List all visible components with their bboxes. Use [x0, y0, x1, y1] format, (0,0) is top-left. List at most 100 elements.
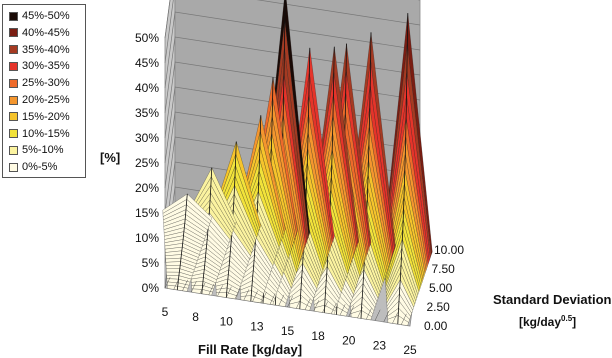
y-tick-label: 0.00: [424, 319, 448, 333]
x-tick-label: 20: [342, 334, 356, 348]
legend-swatch: [9, 112, 18, 122]
floor-hatch-line: [374, 309, 381, 321]
x-axis-label: Fill Rate [kg/day]: [198, 342, 302, 357]
ridge-crest: [201, 167, 213, 294]
floor-hatch-line: [296, 297, 302, 309]
floor-hatch-line: [164, 277, 171, 289]
y-axis-label-close: ]: [572, 315, 576, 329]
floor-hatch-line: [234, 287, 241, 299]
legend-label: 20%-25%: [22, 94, 70, 106]
y-axis-label-line2: [kg/day0.5]: [519, 314, 576, 329]
x-tick-label: 25: [403, 343, 417, 357]
floor-hatch-line: [261, 292, 267, 304]
legend-label: 15%-20%: [22, 110, 70, 123]
ridge-crest: [225, 141, 237, 298]
x-tick-label: 15: [281, 324, 295, 338]
z-tick-label: 20%: [135, 181, 159, 195]
legend-label: 45%-50%: [22, 10, 70, 22]
floor-hatch-line: [357, 306, 363, 318]
x-tick-label: 23: [373, 338, 387, 352]
x-tick-label: 10: [220, 315, 234, 329]
legend-swatch: [9, 162, 18, 172]
floor-hatch-line: [278, 294, 285, 306]
x-tick-label: 13: [250, 319, 264, 333]
floor-hatch-line: [191, 281, 197, 293]
legend-swatch: [9, 95, 18, 105]
y-axis-label-line1: Standard Deviation: [493, 292, 612, 307]
legend-item: 15%-20%: [9, 110, 70, 124]
z-tick-label: 35%: [135, 106, 159, 120]
legend-label: 5%-10%: [22, 144, 64, 157]
z-tick-label: 5%: [142, 256, 160, 270]
legend-label: 0%-5%: [22, 161, 58, 174]
legend-item: 40%-45%: [9, 26, 70, 40]
z-gridline: [164, 11, 421, 89]
x-tick-label: 18: [311, 329, 325, 343]
y-axis-ticks: 0.00 2.50 5.00 7.50 10.00: [424, 243, 464, 333]
chart-surface: [162, 0, 433, 326]
legend-swatch: [9, 45, 18, 55]
legend-item: 45%-50%: [9, 9, 70, 23]
z-axis-label: [%]: [100, 150, 120, 165]
z-tick-label: 15%: [135, 206, 159, 220]
legend-label: 30%-35%: [22, 60, 70, 73]
legend-item: 25%-30%: [9, 76, 70, 90]
floor-hatch-line: [243, 289, 250, 301]
legend-item: 35%-40%: [9, 43, 70, 57]
z-axis-ticks: 0% 5% 10% 15% 20% 25% 30% 35% 40% 45% 50%: [135, 31, 159, 295]
floor-hatch-line: [252, 290, 258, 302]
y-axis-label-unit: [kg/day: [519, 315, 561, 329]
floor-hatch-line: [366, 308, 372, 320]
x-axis-ticks: 5 8 10 13 15 18 20 23 25: [162, 305, 417, 357]
chart-floor-hatch: [164, 277, 407, 325]
legend-item: 20%-25%: [9, 93, 70, 107]
floor-hatch-line: [217, 285, 223, 297]
floor-hatch-line: [322, 301, 328, 313]
ridge-crest: [397, 13, 409, 325]
floor-hatch-line: [199, 282, 206, 294]
floor-hatch-line: [269, 293, 276, 305]
legend-swatch: [9, 28, 18, 38]
z-tick-label: 10%: [135, 231, 159, 245]
z-tick-label: 40%: [135, 81, 159, 95]
y-tick-label: 2.50: [427, 300, 451, 314]
floor-hatch-line: [182, 279, 188, 291]
legend-item: 10%-15%: [9, 127, 70, 141]
floor-hatch-line: [383, 311, 390, 323]
legend-item: 5%-10%: [9, 143, 64, 157]
z-tick-label: 30%: [135, 131, 159, 145]
floor-hatch-line: [313, 300, 320, 312]
x-tick-label: 5: [162, 305, 169, 319]
floor-hatch-line: [173, 278, 180, 290]
legend-label: 10%-15%: [22, 127, 70, 140]
floor-hatch-line: [339, 304, 346, 316]
legend-item: 30%-35%: [9, 59, 70, 73]
ridge-crest: [176, 193, 188, 290]
y-tick-label: 5.00: [429, 281, 453, 295]
legend-label: 25%-30%: [22, 77, 70, 90]
z-gridline: [164, 36, 421, 114]
y-tick-label: 7.50: [432, 262, 456, 276]
floor-hatch-line: [287, 296, 293, 308]
z-tick-label: 0%: [142, 281, 160, 295]
floor-hatch-line: [304, 298, 311, 310]
floor-hatch-line: [226, 286, 232, 298]
legend-label: 35%-40%: [22, 43, 70, 56]
legend-swatch: [9, 11, 18, 21]
floor-hatch-line: [208, 283, 215, 295]
chart-legend: 45%-50% 40%-45% 35%-40% 30%-35% 25%-30% 20%-2…: [2, 4, 86, 178]
x-tick-label: 8: [192, 310, 199, 324]
z-gridline: [164, 0, 421, 64]
floor-hatch-line: [348, 305, 355, 317]
legend-swatch: [9, 78, 18, 88]
y-tick-label: 10.00: [434, 243, 464, 257]
floor-hatch-line: [401, 313, 407, 325]
floor-hatch-line: [331, 302, 337, 314]
y-axis-label-sup: 0.5: [561, 314, 573, 323]
z-tick-label: 25%: [135, 156, 159, 170]
z-tick-label: 50%: [135, 31, 159, 45]
z-tick-label: 45%: [135, 56, 159, 70]
floor-hatch-line: [392, 312, 398, 324]
z-gridline: [164, 0, 420, 39]
